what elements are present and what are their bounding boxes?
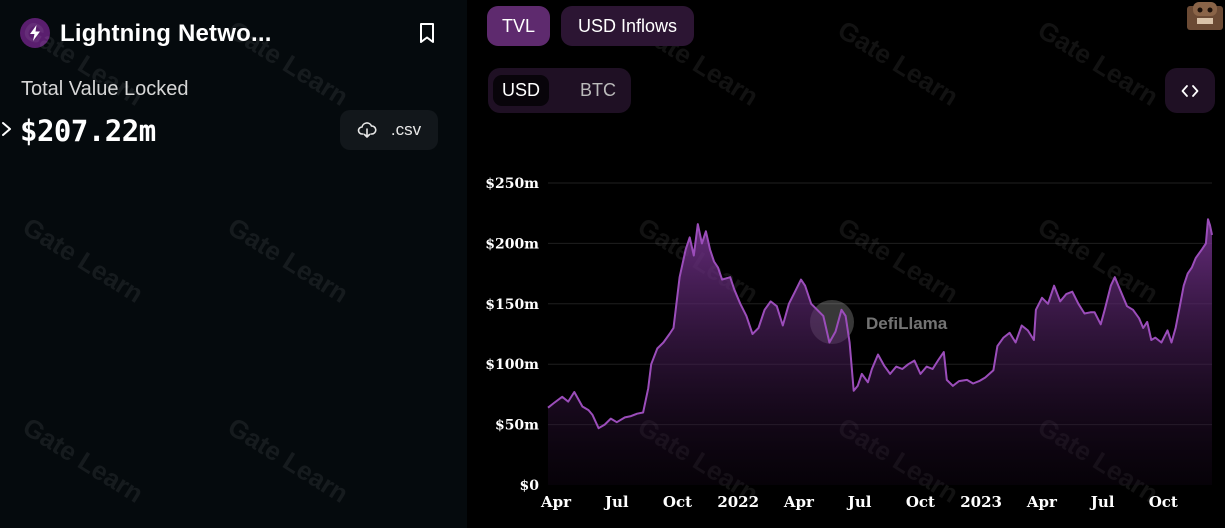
code-brackets-icon — [1181, 84, 1199, 97]
bookmark-icon[interactable] — [417, 22, 437, 44]
x-tick-label: Apr — [540, 493, 572, 511]
embed-chart-button[interactable] — [1165, 68, 1215, 113]
tvl-value: $207.22m — [20, 114, 156, 148]
lightning-logo-icon — [20, 18, 50, 48]
x-tick-label: Jul — [603, 493, 629, 511]
tab-tvl[interactable]: TVL — [487, 6, 550, 46]
x-tick-label: Oct — [663, 493, 692, 511]
x-tick-label: Jul — [846, 493, 872, 511]
y-tick-label: $50m — [495, 418, 539, 434]
y-tick-label: $0 — [520, 478, 540, 494]
currency-btc-button[interactable]: BTC — [580, 80, 616, 100]
x-tick-label: Jul — [1089, 493, 1115, 511]
csv-label: .csv — [390, 120, 422, 139]
x-tick-label: Oct — [906, 493, 935, 511]
x-tick-label: Apr — [783, 493, 815, 511]
x-tick-label: Apr — [1026, 493, 1058, 511]
download-csv-button[interactable]: .csv — [340, 110, 438, 150]
y-tick-label: $250m — [485, 176, 539, 192]
defillama-watermark: DefiLlama — [866, 314, 948, 333]
y-tick-label: $100m — [485, 357, 539, 373]
x-tick-label: 2023 — [960, 493, 1002, 511]
chevron-right-icon[interactable] — [0, 119, 14, 139]
y-tick-label: $150m — [485, 297, 539, 313]
y-tick-label: $200m — [485, 236, 539, 252]
avatar[interactable] — [1185, 0, 1225, 30]
cloud-download-icon — [357, 122, 377, 138]
x-tick-label: Oct — [1149, 493, 1178, 511]
metric-label: Total Value Locked — [21, 78, 189, 100]
currency-toggle: USD BTC — [488, 68, 631, 113]
x-tick-label: 2022 — [717, 493, 759, 511]
protocol-name: Lightning Netwo... — [60, 20, 272, 47]
tvl-area-fill — [548, 219, 1212, 485]
currency-usd-button[interactable]: USD — [493, 75, 549, 106]
tab-usd-inflows[interactable]: USD Inflows — [561, 6, 694, 46]
tvl-series-line — [547, 218, 1213, 430]
protocol-summary-panel: Lightning Netwo... Total Value Locked $2… — [0, 0, 467, 528]
